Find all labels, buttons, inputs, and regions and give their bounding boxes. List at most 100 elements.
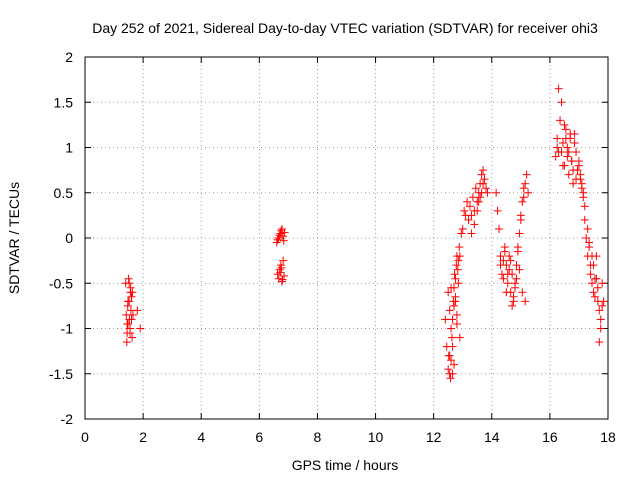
data-point [518,288,527,297]
x-tick-label: 6 [255,429,263,445]
data-point [448,342,457,351]
y-tick-labels: -2 -1.5 -1 -0.5 0 0.5 1 1.5 2 [49,49,73,427]
data-point [446,374,455,383]
data-point [468,193,477,202]
data-point [460,206,469,215]
data-point [503,270,512,279]
data-point [458,224,467,233]
data-point [515,265,524,274]
data-point [277,263,286,272]
x-axis-title: GPS time / hours [292,457,399,473]
data-point [502,288,511,297]
y-tick-label: 1 [65,140,73,156]
data-point [447,283,456,292]
x-tick-label: 2 [139,429,147,445]
data-point [136,324,145,333]
data-point [481,184,490,193]
data-point [444,288,453,297]
data-point [590,274,599,283]
data-point [595,306,604,315]
data-point [450,360,459,369]
data-point [570,138,579,147]
data-point [570,129,579,138]
data-point [521,179,530,188]
data-point [122,338,131,347]
data-point [455,252,464,261]
data-point [474,197,483,206]
data-point [521,297,530,306]
data-point [595,338,604,347]
data-point [583,224,592,233]
data-point [580,202,589,211]
data-point [598,279,607,288]
data-point [123,319,132,328]
data-point [499,274,508,283]
data-point [127,292,136,301]
data-point [473,206,482,215]
data-point [516,215,525,224]
x-tick-label: 16 [542,429,558,445]
y-tick-label: 2 [65,49,73,65]
data-point [454,256,463,265]
data-point [503,279,512,288]
data-point [561,125,570,134]
data-point [448,315,457,324]
data-point [577,184,586,193]
data-point [448,369,457,378]
data-point [279,256,288,265]
data-point [444,365,453,374]
data-point [511,279,520,288]
data-point [512,261,521,270]
data-point [452,310,461,319]
x-tick-label: 18 [600,429,616,445]
data-point [496,261,505,270]
data-point [492,188,501,197]
data-point [588,279,597,288]
data-point [519,193,528,202]
data-point [124,297,133,306]
y-tick-label: 0 [65,230,73,246]
data-point [128,333,137,342]
data-point [554,84,563,93]
data-point [278,232,287,241]
data-point [280,228,289,237]
data-point [563,143,572,152]
data-point [479,179,488,188]
data-point [276,268,285,277]
y-tick-label: -1 [61,321,74,337]
data-point [588,252,597,261]
data-point [512,274,521,283]
data-point [450,301,459,310]
data-point [126,288,135,297]
data-point [557,98,566,107]
data-point [471,184,480,193]
data-point [582,234,591,242]
data-point [277,226,286,235]
data-point [585,238,594,247]
data-point [453,265,462,274]
data-point [496,252,505,261]
data-point [463,197,472,206]
axis-ticks [84,56,609,420]
data-point [590,292,599,301]
x-tick-label: 4 [197,429,205,445]
data-point [524,188,533,197]
data-point [508,301,517,310]
data-point [598,301,607,310]
data-point [554,148,563,157]
x-tick-label: 10 [368,429,384,445]
data-point [465,202,474,211]
data-point [564,148,573,157]
data-point [499,256,508,265]
data-point [126,329,135,338]
data-point [278,275,287,284]
data-point [506,256,515,265]
data-point [553,134,562,143]
data-point [467,211,476,220]
data-point [522,170,531,179]
data-point [576,175,585,184]
data-point [464,215,473,224]
y-tick-label: -2 [61,411,74,427]
data-point [124,274,133,283]
data-point [127,315,136,324]
